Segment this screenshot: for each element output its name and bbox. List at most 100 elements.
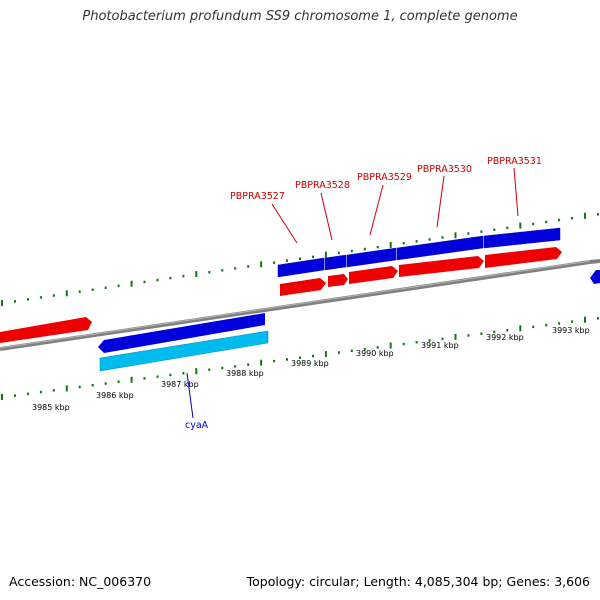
minor-tick [169,373,172,377]
leader-line-pbpra3531 [513,167,519,217]
tick-label: 3989 kbp [291,359,329,368]
minor-tick [415,341,418,344]
minor-tick [350,249,353,253]
major-tick [1,394,3,400]
minor-tick [156,375,159,378]
major-tick [389,342,392,349]
minor-tick [532,222,535,226]
minor-tick [597,213,599,216]
minor-tick [208,271,211,274]
leader-line-pbpra3527 [271,203,298,244]
rna-gene-lower[interactable] [99,330,269,372]
minor-tick [234,365,237,368]
major-tick [454,232,457,239]
minor-tick [182,274,185,278]
minor-tick [545,220,548,224]
minor-tick [337,351,340,354]
major-tick [195,271,198,277]
minor-tick [441,236,444,239]
minor-tick [26,392,29,396]
major-tick [519,222,522,229]
major-tick [260,261,263,268]
minor-tick [480,230,483,233]
minor-tick [234,267,237,270]
major-tick [1,300,3,306]
minor-tick [247,363,250,366]
gene-label-cyaA[interactable]: cyaA [185,420,209,431]
major-tick [130,376,133,383]
major-tick [584,316,586,323]
tick-label: 3993 kbp [552,326,590,335]
minor-tick [26,298,29,301]
tick-label: 3987 kbp [161,380,199,389]
minor-tick [506,329,509,332]
forward-gene-left[interactable] [0,317,92,343]
minor-tick [532,325,535,329]
major-tick [324,351,327,358]
minor-tick [312,255,314,259]
leader-line-pbpra3529 [369,184,384,236]
minor-tick [428,339,431,342]
leader-line-pbpra3528 [320,192,333,241]
minor-tick [78,290,81,293]
minor-tick [299,257,301,260]
minor-tick [169,276,172,280]
forward-gene-5[interactable] [485,247,562,268]
minor-tick [221,269,224,272]
minor-tick [104,382,107,385]
minor-tick [286,358,288,361]
forward-gene-3[interactable] [349,266,398,284]
minor-tick [299,356,301,359]
minor-tick [14,300,16,303]
tick-label: 3990 kbp [356,349,394,358]
gene-label-pbpra3530[interactable]: PBPRA3530 [417,164,472,175]
forward-gene-1[interactable] [280,278,326,296]
forward-gene-2[interactable] [328,274,348,287]
major-tick [65,290,68,297]
major-tick [584,212,586,219]
minor-tick [415,240,418,243]
reverse-gene-cyaA[interactable] [98,313,265,353]
minor-tick [350,349,353,353]
minor-tick [273,261,276,264]
map-title: Photobacterium profundum SS9 chromosome … [82,9,518,24]
reverse-gene-pbpra3528[interactable] [324,254,347,271]
minor-tick [91,384,94,387]
reverse-gene-pbpra3527[interactable] [277,257,325,278]
major-tick [195,368,198,375]
minor-tick [143,280,146,284]
gene-label-pbpra3528[interactable]: PBPRA3528 [295,180,350,191]
reverse-gene-right[interactable] [590,270,600,284]
gene-label-pbpra3529[interactable]: PBPRA3529 [357,172,412,183]
genome-backbone [0,259,600,351]
minor-tick [597,317,599,320]
minor-tick [156,278,159,282]
minor-tick [117,284,120,288]
reverse-gene-pbpra3531[interactable] [483,227,561,249]
forward-gene-4[interactable] [399,256,484,277]
tick-label: 3991 kbp [421,341,459,350]
minor-tick [558,218,561,222]
minor-tick [571,216,574,220]
gene-label-pbpra3527[interactable]: PBPRA3527 [230,191,285,202]
backbone-highlight [0,260,591,349]
minor-tick [273,359,276,363]
gene-label-pbpra3531[interactable]: PBPRA3531 [487,156,542,167]
major-tick [454,333,457,340]
leader-line-pbpra3530 [436,175,445,228]
outer-tick-track [1,212,599,306]
reverse-gene-pbpra3529[interactable] [346,247,397,268]
minor-tick [467,232,470,235]
minor-tick [143,377,146,380]
tick-label: 3986 kbp [96,391,134,400]
tick-label: 3988 kbp [226,369,264,378]
minor-tick [441,337,444,341]
major-tick [260,359,263,366]
minor-tick [545,323,548,327]
minor-tick [376,245,379,249]
minor-tick [117,380,120,383]
reverse-gene-pbpra3530[interactable] [396,235,484,261]
minor-tick [52,389,55,392]
